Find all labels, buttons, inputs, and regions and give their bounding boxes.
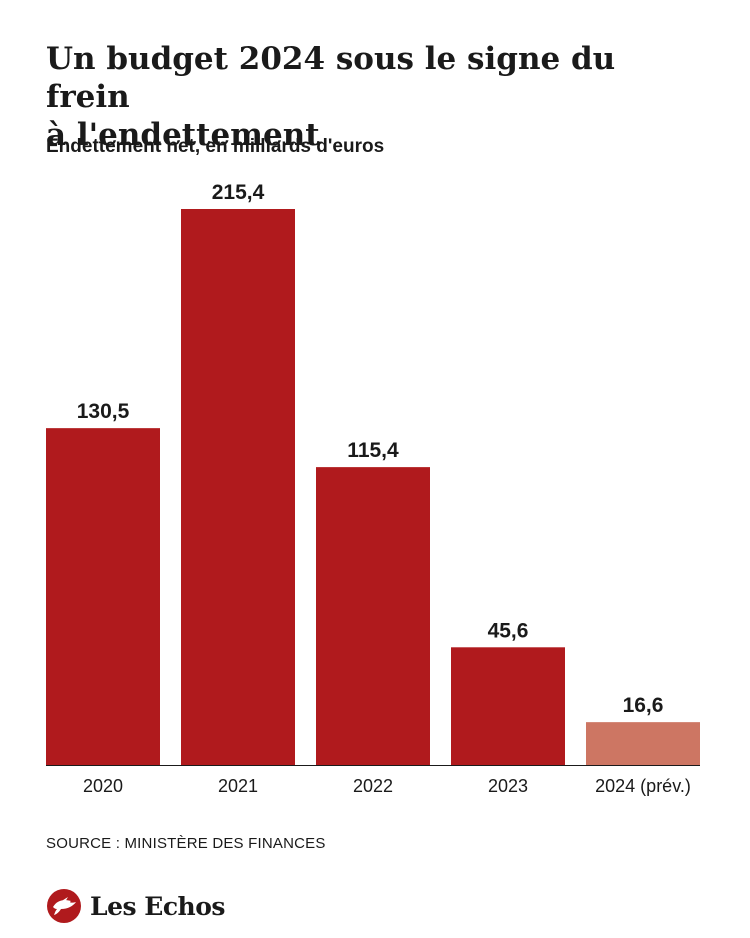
x-tick-label-4: 2024 (prév.) — [595, 776, 691, 796]
brand: Les Echos — [46, 888, 225, 924]
data-label-2: 115,4 — [347, 439, 399, 462]
x-tick-label-2: 2022 — [353, 776, 393, 796]
bar-chart: 130,5 2020 215,4 2021 115,4 2022 45,6 2023 16,6 2… — [46, 181, 700, 796]
x-tick-label-0: 2020 — [83, 776, 123, 796]
chart-title-line-1: Un budget 2024 sous le signe du frein — [46, 41, 616, 115]
data-label-1: 215,4 — [212, 181, 265, 204]
data-label-0: 130,5 — [77, 400, 130, 423]
bar-4 — [586, 722, 700, 765]
brand-name: Les Echos — [90, 891, 225, 921]
bar-0 — [46, 428, 160, 765]
les-echos-logo-icon — [47, 889, 81, 923]
x-tick-label-1: 2021 — [218, 776, 258, 796]
bar-1 — [181, 209, 295, 765]
bar-3 — [451, 647, 565, 765]
data-label-3: 45,6 — [488, 619, 529, 642]
source-note: SOURCE : MINISTÈRE DES FINANCES — [46, 835, 326, 852]
chart-subtitle: Endettement net, en milliards d'euros — [46, 136, 385, 157]
data-label-4: 16,6 — [623, 694, 664, 717]
x-tick-label-3: 2023 — [488, 776, 528, 796]
bar-2 — [316, 467, 430, 765]
chart-title: Un budget 2024 sous le signe du frein à … — [46, 40, 706, 154]
chart-title-line-2: à l'endettement — [46, 117, 320, 153]
